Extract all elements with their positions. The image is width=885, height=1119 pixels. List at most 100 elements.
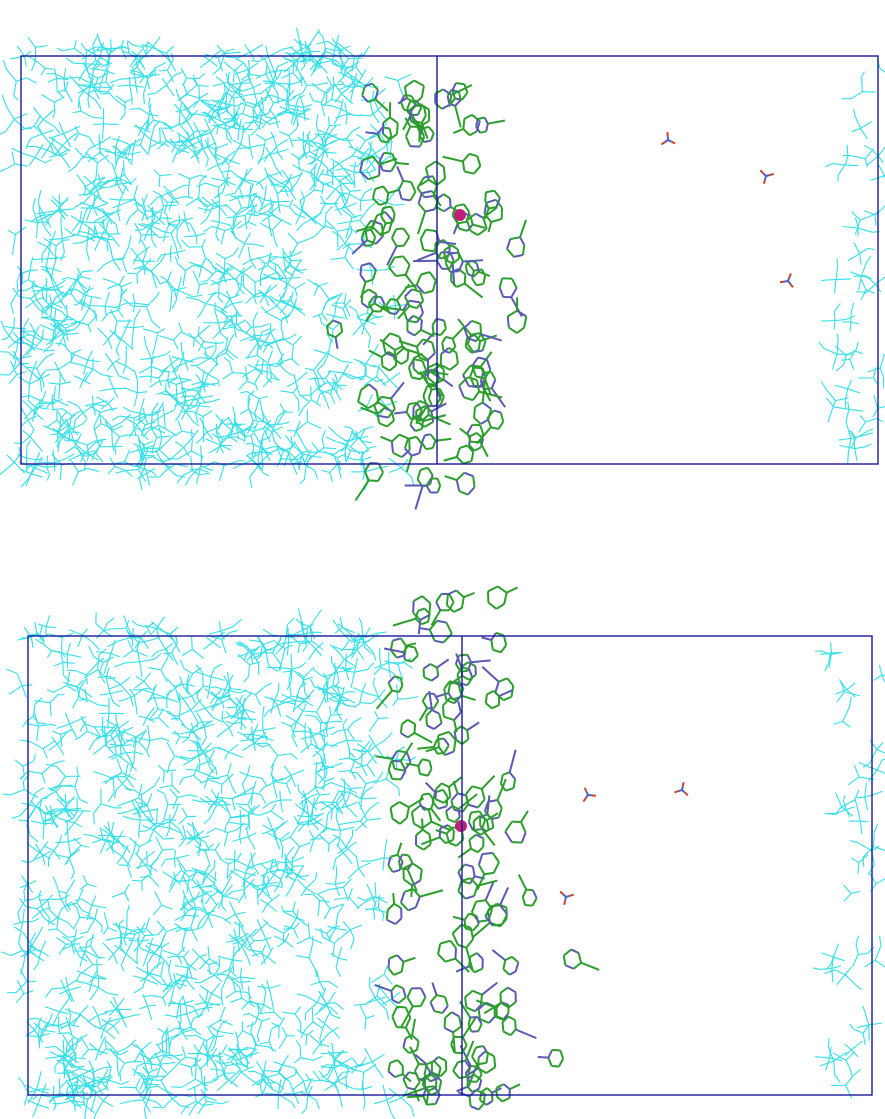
bond bbox=[175, 441, 183, 447]
bond bbox=[215, 1031, 218, 1045]
bond bbox=[22, 364, 33, 373]
bond bbox=[262, 215, 272, 222]
bond bbox=[14, 119, 24, 128]
bond bbox=[208, 271, 217, 280]
bond bbox=[91, 82, 106, 85]
bond bbox=[183, 270, 185, 286]
bond bbox=[508, 311, 517, 317]
bond bbox=[260, 324, 269, 327]
bond bbox=[377, 127, 382, 133]
bond bbox=[109, 310, 119, 313]
bond bbox=[433, 325, 434, 333]
bond bbox=[171, 233, 176, 248]
bond bbox=[226, 217, 234, 218]
bond bbox=[111, 39, 112, 49]
bond bbox=[28, 420, 34, 431]
bond bbox=[110, 1001, 116, 1009]
bond bbox=[855, 116, 860, 128]
bond bbox=[335, 196, 340, 204]
bond bbox=[281, 73, 293, 79]
bond bbox=[31, 474, 43, 478]
bond bbox=[129, 209, 138, 217]
bond bbox=[268, 363, 278, 365]
bond bbox=[393, 453, 402, 457]
bond bbox=[480, 324, 481, 334]
bond bbox=[178, 174, 190, 179]
bond bbox=[197, 922, 199, 928]
bond bbox=[290, 82, 298, 84]
bond bbox=[1, 952, 11, 956]
bond bbox=[243, 168, 253, 180]
bond bbox=[297, 938, 310, 944]
solvent-molecule bbox=[182, 411, 212, 443]
bond bbox=[216, 50, 222, 54]
bond bbox=[133, 628, 134, 636]
bond bbox=[211, 220, 219, 222]
bond bbox=[419, 203, 426, 211]
bond bbox=[38, 724, 50, 726]
bond bbox=[456, 204, 464, 206]
solvent-molecule bbox=[28, 37, 48, 71]
bond bbox=[326, 206, 332, 213]
bond bbox=[262, 329, 270, 332]
bond bbox=[306, 1035, 307, 1045]
bond bbox=[307, 1030, 314, 1035]
bond bbox=[122, 247, 128, 260]
bond bbox=[297, 225, 303, 231]
bond bbox=[289, 129, 296, 135]
bond bbox=[43, 298, 51, 306]
bond bbox=[42, 317, 51, 318]
bond bbox=[172, 302, 176, 308]
bond bbox=[348, 220, 359, 222]
bond bbox=[369, 169, 376, 173]
bond bbox=[280, 304, 287, 313]
bond bbox=[791, 284, 794, 287]
bond bbox=[135, 125, 143, 134]
bond bbox=[40, 325, 54, 331]
bond bbox=[479, 341, 480, 350]
solvent-molecule bbox=[156, 383, 177, 404]
bond bbox=[376, 236, 383, 244]
bond bbox=[300, 200, 302, 210]
bond bbox=[377, 632, 387, 633]
bond bbox=[321, 782, 331, 787]
bond bbox=[137, 274, 138, 284]
bond bbox=[352, 156, 361, 158]
bond bbox=[137, 256, 143, 264]
bond bbox=[360, 208, 370, 221]
bond bbox=[174, 71, 183, 76]
bond bbox=[245, 355, 257, 358]
bond bbox=[407, 412, 411, 419]
bond bbox=[401, 360, 407, 364]
bond bbox=[181, 342, 182, 354]
solvent-molecule bbox=[245, 321, 269, 334]
bond bbox=[143, 408, 144, 416]
solvent-molecule bbox=[324, 452, 346, 471]
solvent-molecule bbox=[309, 831, 323, 853]
bond bbox=[326, 93, 327, 103]
bond bbox=[405, 81, 414, 87]
page: (() => { JSON.parse(document.getElementB… bbox=[0, 0, 885, 1119]
bond bbox=[100, 411, 101, 423]
bond bbox=[417, 253, 436, 260]
bond bbox=[236, 59, 244, 63]
bond bbox=[313, 359, 322, 371]
bond bbox=[442, 343, 443, 351]
bond bbox=[365, 188, 373, 193]
bond bbox=[243, 124, 244, 135]
bond bbox=[250, 144, 265, 147]
bond bbox=[269, 109, 275, 117]
bond bbox=[299, 269, 307, 270]
bond bbox=[843, 227, 858, 229]
bond bbox=[316, 41, 327, 44]
bond bbox=[379, 423, 387, 426]
bond bbox=[823, 348, 837, 354]
bond bbox=[177, 238, 182, 249]
bond bbox=[78, 98, 79, 108]
bond bbox=[321, 95, 324, 102]
bond bbox=[300, 479, 305, 483]
bond bbox=[292, 359, 299, 366]
bond bbox=[87, 937, 94, 942]
bond bbox=[422, 443, 426, 449]
bond bbox=[191, 913, 195, 928]
